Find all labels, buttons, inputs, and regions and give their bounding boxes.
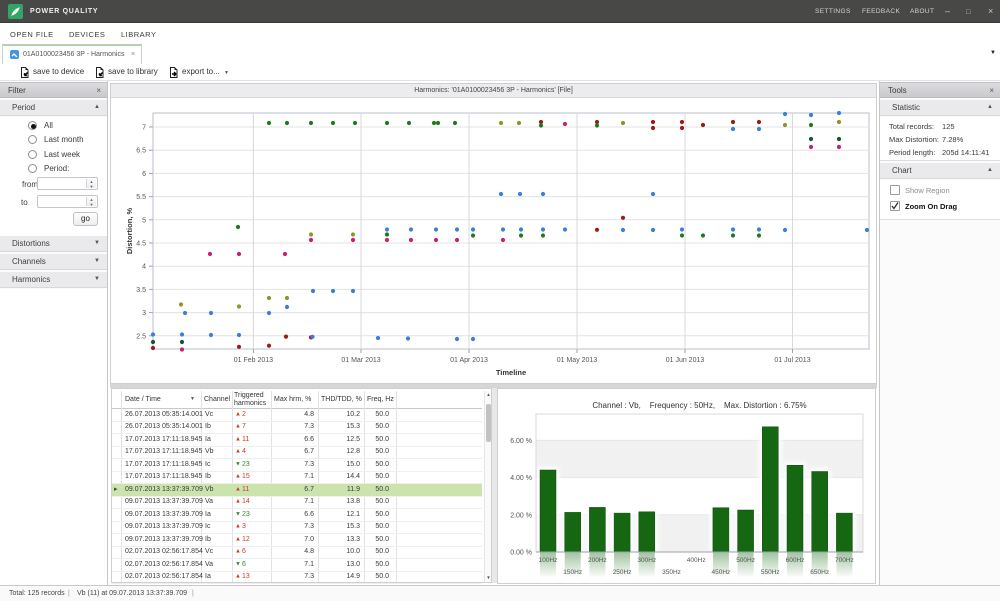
svg-text:5.5: 5.5 (136, 194, 146, 201)
svg-text:7: 7 (142, 125, 146, 132)
svg-text:600Hz: 600Hz (786, 557, 805, 564)
svg-text:01 Mar 2013: 01 Mar 2013 (341, 357, 380, 364)
svg-text:5: 5 (142, 217, 146, 224)
svg-text:150Hz: 150Hz (563, 569, 582, 576)
svg-text:01 Apr 2013: 01 Apr 2013 (450, 357, 488, 364)
svg-text:700Hz: 700Hz (835, 557, 854, 564)
svg-text:250Hz: 250Hz (613, 569, 632, 576)
svg-text:500Hz: 500Hz (736, 557, 755, 564)
svg-text:01 May 2013: 01 May 2013 (557, 357, 598, 364)
svg-text:3: 3 (142, 310, 146, 317)
svg-text:01 Feb 2013: 01 Feb 2013 (234, 357, 273, 364)
svg-text:Channel : Vb, Frequency : 5: Channel : Vb, Frequency : 50Hz, Max. Dis… (592, 401, 806, 410)
svg-text:6: 6 (142, 171, 146, 178)
svg-text:01 Jul 2013: 01 Jul 2013 (774, 357, 810, 364)
svg-text:300Hz: 300Hz (637, 557, 656, 564)
svg-text:3.5: 3.5 (136, 287, 146, 294)
svg-text:400Hz: 400Hz (687, 557, 706, 564)
svg-text:2.5: 2.5 (136, 333, 146, 340)
svg-text:2.00 %: 2.00 % (510, 512, 532, 519)
svg-text:350Hz: 350Hz (662, 569, 681, 576)
svg-text:4.00 %: 4.00 % (510, 475, 532, 482)
svg-text:650Hz: 650Hz (810, 569, 829, 576)
svg-text:550Hz: 550Hz (761, 569, 780, 576)
svg-text:6.00 %: 6.00 % (510, 438, 532, 445)
svg-text:Timeline: Timeline (496, 368, 526, 377)
svg-text:450Hz: 450Hz (712, 569, 731, 576)
svg-text:100Hz: 100Hz (539, 557, 558, 564)
svg-text:Distortion, %: Distortion, % (125, 208, 134, 255)
svg-text:4.5: 4.5 (136, 241, 146, 248)
svg-text:01 Jun 2013: 01 Jun 2013 (666, 357, 705, 364)
svg-text:6.5: 6.5 (136, 148, 146, 155)
svg-text:200Hz: 200Hz (588, 557, 607, 564)
svg-text:4: 4 (142, 264, 146, 271)
svg-text:0.00 %: 0.00 % (510, 550, 532, 557)
